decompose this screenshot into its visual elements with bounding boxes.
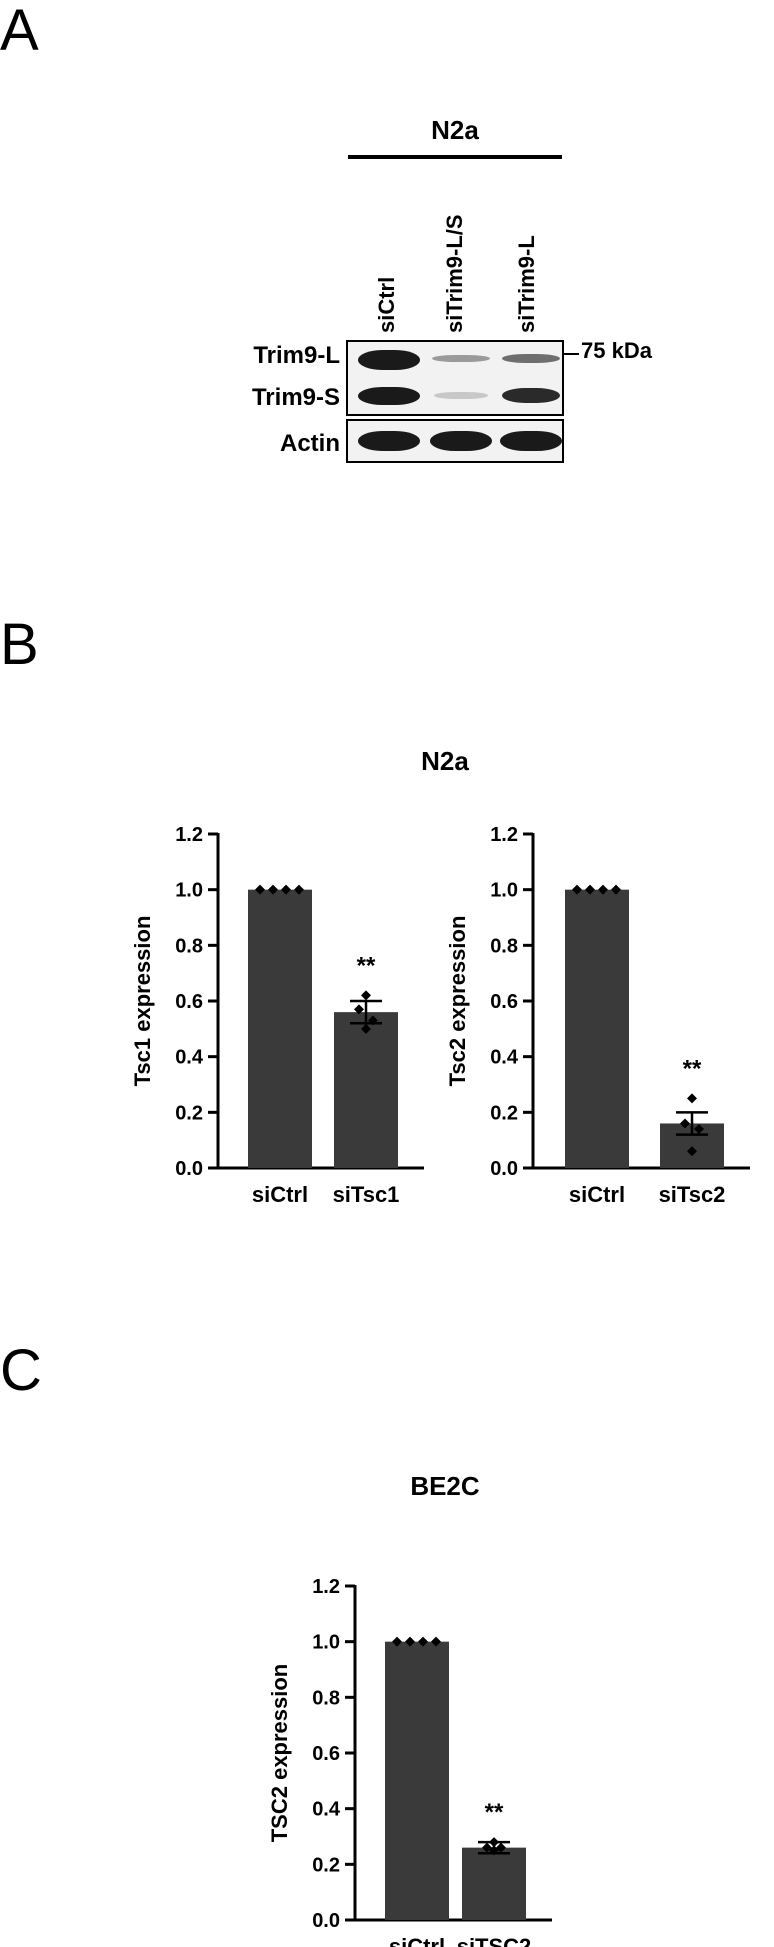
marker-label: 75 kDa (581, 338, 652, 363)
data-point (368, 1015, 378, 1026)
chart-tsc2: 0.0 0.2 0.4 0.6 0.8 1.0 1.2 Tsc2 expression siCt… (445, 824, 750, 1207)
x-category-label: siCtrl (252, 1182, 308, 1207)
chart-be2c-tsc2: 0.0 0.2 0.4 0.6 0.8 1.0 1.2 TSC2 expression siCt… (267, 1576, 552, 1947)
y-tick-label: 0.2 (490, 1102, 518, 1124)
band-trim9-l-lane1 (358, 350, 420, 370)
band-trim9-l-lane3 (502, 354, 560, 363)
y-tick-label: 0.8 (175, 935, 203, 957)
x-category-label: siCtrl (389, 1934, 445, 1947)
data-point (572, 884, 582, 895)
band-actin-lane1 (358, 431, 420, 451)
band-trim9-l-lane2 (432, 355, 490, 362)
data-point (489, 1837, 499, 1848)
y-tick-label: 0.2 (175, 1102, 203, 1124)
y-tick-label: 0.6 (175, 991, 203, 1013)
significance-label: ** (683, 1055, 702, 1082)
bar (462, 1847, 526, 1920)
y-tick-label: 0.4 (312, 1799, 341, 1821)
x-category-label: siTSC2 (457, 1934, 532, 1947)
bar (565, 889, 629, 1168)
data-point (392, 1636, 402, 1647)
data-point (268, 884, 278, 895)
significance-label: ** (357, 952, 376, 979)
data-point (680, 1118, 690, 1129)
data-point (687, 1146, 697, 1157)
data-point (354, 1004, 364, 1015)
data-point (281, 884, 291, 895)
y-tick-label: 0.6 (490, 991, 518, 1013)
panel-letter-c: C (0, 1338, 42, 1403)
band-trim9-s-lane2 (434, 392, 488, 399)
chart-tsc1: 0.0 0.2 0.4 0.6 0.8 1.0 1.2 Tsc1 expression siCt… (130, 824, 424, 1207)
bar (334, 1012, 398, 1168)
y-tick-label: 0.6 (312, 1743, 340, 1765)
y-tick-label: 1.2 (175, 824, 203, 846)
band-trim9-s-lane1 (358, 387, 420, 405)
x-category-label: siCtrl (569, 1182, 625, 1207)
bar (385, 1641, 449, 1920)
bar (248, 889, 312, 1168)
y-tick-label: 1.0 (312, 1632, 340, 1654)
data-point (294, 884, 304, 895)
y-tick-label: 1.0 (175, 880, 203, 902)
y-tick-label: 0.0 (175, 1158, 203, 1180)
y-tick-label: 0.8 (490, 935, 518, 957)
chart-title-n2a: N2a (421, 746, 469, 776)
y-tick-label: 1.2 (312, 1576, 340, 1598)
data-point (611, 884, 621, 895)
marker-tick (563, 353, 579, 355)
data-point (255, 884, 265, 895)
row-label-actin: Actin (280, 430, 340, 457)
data-point (405, 1636, 415, 1647)
data-point (489, 1845, 499, 1856)
data-point (431, 1636, 441, 1647)
data-point (598, 884, 608, 895)
band-actin-lane2 (430, 431, 492, 451)
y-tick-label: 0.4 (175, 1047, 204, 1069)
y-tick-label: 0.8 (312, 1687, 340, 1709)
blot-image-actin (346, 419, 564, 463)
blot-title-underline (348, 155, 562, 159)
y-tick-label: 0.4 (490, 1047, 519, 1069)
row-label-trim9-l: Trim9-L (253, 342, 340, 369)
band-trim9-s-lane3 (502, 388, 560, 403)
y-tick-label: 1.0 (490, 880, 518, 902)
blot-image-trim9 (346, 340, 564, 416)
y-tick-label: 0.2 (312, 1854, 340, 1876)
significance-label: ** (485, 1799, 504, 1826)
data-point (361, 1023, 371, 1034)
chart-title-be2c: BE2C (410, 1471, 480, 1501)
row-label-trim9-s: Trim9-S (251, 384, 340, 411)
blot-cell-line-title: N2a (431, 115, 479, 145)
panel-letter-a: A (0, 0, 39, 63)
data-point (687, 1093, 697, 1104)
data-point (361, 990, 371, 1001)
y-axis-label: TSC2 expression (267, 1664, 292, 1843)
data-point (694, 1124, 704, 1135)
x-category-label: siTsc2 (659, 1182, 726, 1207)
y-tick-label: 0.0 (490, 1158, 518, 1180)
y-axis-label: Tsc2 expression (445, 916, 470, 1087)
data-point (418, 1636, 428, 1647)
y-axis-label: Tsc1 expression (130, 916, 155, 1087)
panel-letter-b: B (0, 612, 39, 677)
band-actin-lane3 (500, 431, 562, 451)
data-point (585, 884, 595, 895)
y-tick-label: 0.0 (312, 1910, 340, 1932)
y-tick-label: 1.2 (490, 824, 518, 846)
x-category-label: siTsc1 (333, 1182, 400, 1207)
